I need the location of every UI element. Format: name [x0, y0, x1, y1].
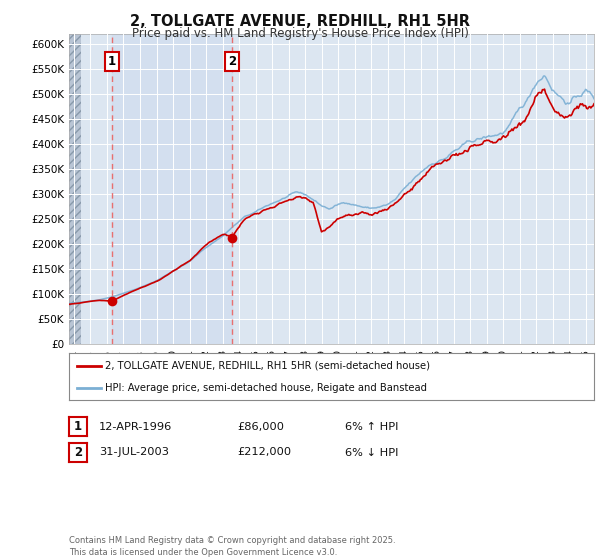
Bar: [112, 34, 232, 344]
Text: 2, TOLLGATE AVENUE, REDHILL, RH1 5HR: 2, TOLLGATE AVENUE, REDHILL, RH1 5HR: [130, 14, 470, 29]
Text: 12-APR-1996: 12-APR-1996: [99, 422, 172, 432]
Text: 1: 1: [107, 55, 116, 68]
Text: 31-JUL-2003: 31-JUL-2003: [99, 447, 169, 458]
Text: 1: 1: [74, 420, 82, 433]
Bar: [69, 34, 82, 344]
Text: £86,000: £86,000: [237, 422, 284, 432]
Text: HPI: Average price, semi-detached house, Reigate and Banstead: HPI: Average price, semi-detached house,…: [105, 382, 427, 393]
Text: Contains HM Land Registry data © Crown copyright and database right 2025.
This d: Contains HM Land Registry data © Crown c…: [69, 536, 395, 557]
Text: 6% ↓ HPI: 6% ↓ HPI: [345, 447, 398, 458]
Text: 2: 2: [228, 55, 236, 68]
Text: £212,000: £212,000: [237, 447, 291, 458]
Text: Price paid vs. HM Land Registry's House Price Index (HPI): Price paid vs. HM Land Registry's House …: [131, 27, 469, 40]
Text: 2, TOLLGATE AVENUE, REDHILL, RH1 5HR (semi-detached house): 2, TOLLGATE AVENUE, REDHILL, RH1 5HR (se…: [105, 361, 430, 371]
Text: 6% ↑ HPI: 6% ↑ HPI: [345, 422, 398, 432]
Text: 2: 2: [74, 446, 82, 459]
